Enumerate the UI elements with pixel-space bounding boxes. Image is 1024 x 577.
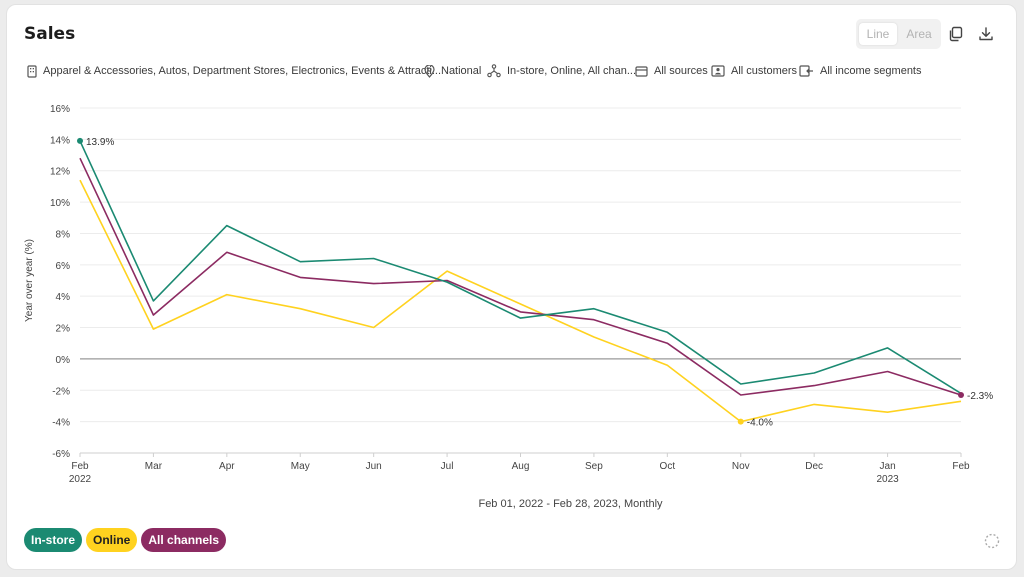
filter-label: All income segments (820, 65, 922, 77)
filter-geography[interactable]: National (424, 63, 481, 79)
y-tick-label: -4% (52, 418, 70, 429)
filter-income[interactable]: All income segments (799, 63, 922, 79)
sales-line-chart: 16%14%12%10%8%6%4%2%0%-2%-4%-6%Feb2022Ma… (24, 104, 993, 510)
copy-icon[interactable] (947, 25, 965, 43)
y-tick-label: -6% (52, 449, 70, 460)
y-tick-label: 14% (50, 135, 70, 146)
customer-id-icon (711, 65, 725, 77)
y-tick-label: 12% (50, 167, 70, 178)
filter-source[interactable]: All sources (635, 63, 708, 79)
legend: In-store Online All channels (24, 528, 227, 552)
page-title: Sales (24, 24, 76, 44)
y-tick-label: 10% (50, 198, 70, 209)
y-tick-label: -2% (52, 386, 70, 397)
x-tick-label: Mar (145, 461, 163, 472)
y-tick-label: 4% (56, 292, 71, 303)
x-tick-label: Sep (585, 461, 603, 472)
loading-spinner-icon (984, 533, 1000, 549)
location-pin-icon (424, 64, 435, 78)
x-tick-label: Nov (732, 461, 750, 472)
legend-in-store[interactable]: In-store (24, 528, 83, 552)
x-year-label: 2022 (69, 474, 92, 485)
chart-type-toggle: Line Area (856, 19, 941, 49)
income-icon (799, 65, 813, 77)
data-label: 13.9% (86, 137, 114, 148)
download-icon[interactable] (977, 25, 995, 43)
series-line-online (79, 179, 962, 423)
x-tick-label: Feb (952, 461, 970, 472)
card-icon (635, 65, 648, 77)
y-axis-title: Year over year (%) (24, 239, 35, 322)
x-tick-label: Dec (805, 461, 823, 472)
x-tick-label: Jun (366, 461, 382, 472)
x-tick-label: Jul (441, 461, 454, 472)
x-tick-label: Apr (219, 461, 235, 472)
y-tick-label: 8% (56, 229, 71, 240)
x-tick-label: Oct (660, 461, 676, 472)
data-point (737, 418, 744, 425)
filter-label: In-store, Online, All chan... (507, 65, 637, 77)
legend-online[interactable]: Online (86, 528, 138, 552)
filter-label: Apparel & Accessories, Autos, Department… (43, 65, 442, 77)
data-label: -4.0% (747, 418, 773, 429)
data-point (77, 137, 83, 144)
y-tick-label: 2% (56, 324, 71, 335)
y-tick-label: 6% (56, 261, 71, 272)
filter-label: All sources (654, 65, 708, 77)
x-year-label: 2023 (876, 474, 899, 485)
channels-icon (487, 64, 501, 78)
data-label: -2.3% (967, 391, 993, 402)
y-tick-label: 0% (56, 355, 71, 366)
y-tick-label: 16% (50, 104, 70, 115)
building-icon (27, 64, 37, 78)
data-point (958, 391, 964, 398)
toggle-line-button[interactable]: Line (859, 23, 897, 45)
filter-channel[interactable]: In-store, Online, All chan... (487, 63, 636, 79)
toggle-area-button[interactable]: Area (906, 27, 932, 41)
x-tick-label: Jan (880, 461, 896, 472)
sales-card: Sales Line Area Apparel & Accessories, A… (6, 4, 1017, 570)
x-tick-label: Aug (512, 461, 530, 472)
x-tick-label: May (291, 461, 310, 472)
filter-customers[interactable]: All customers (711, 63, 797, 79)
filter-label: All customers (731, 65, 798, 77)
series-line-in-store (79, 140, 962, 395)
filter-label: National (441, 65, 482, 77)
x-tick-label: Feb (71, 461, 89, 472)
filter-merchant-category[interactable]: Apparel & Accessories, Autos, Department… (27, 63, 441, 79)
series-line-all-channels (79, 157, 962, 396)
legend-all-channels[interactable]: All channels (141, 528, 227, 552)
x-axis-title: Feb 01, 2022 - Feb 28, 2023, Monthly (478, 498, 663, 510)
